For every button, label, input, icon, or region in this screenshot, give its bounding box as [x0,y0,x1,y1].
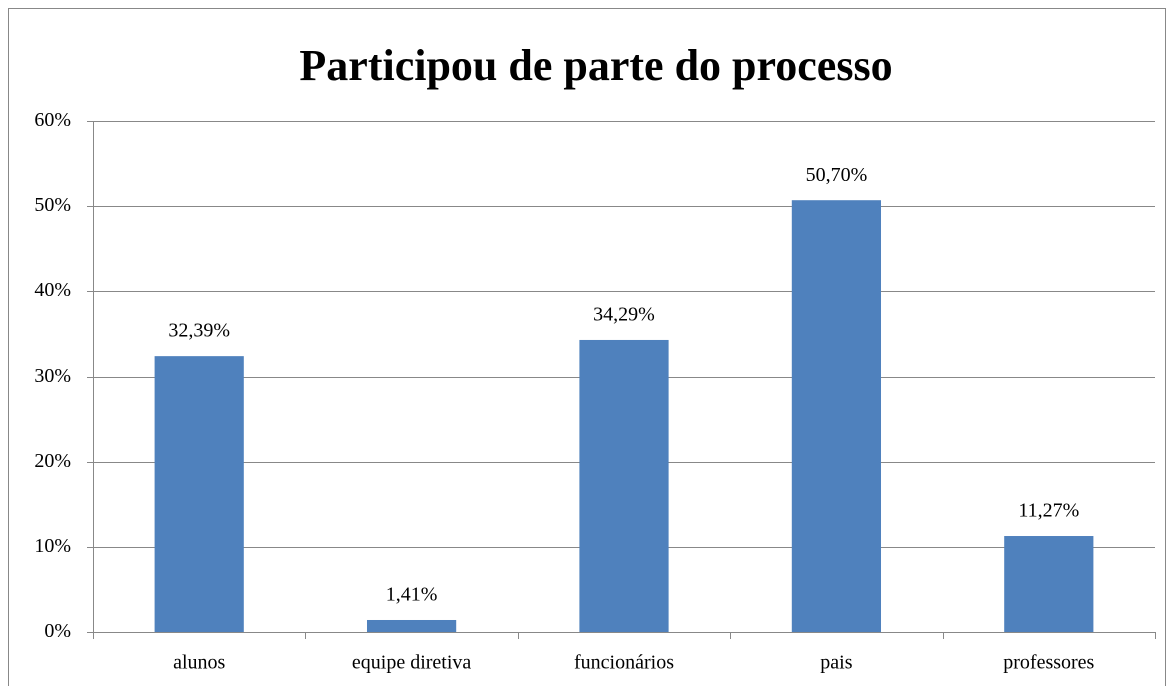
x-tick-label: funcionários [574,652,674,674]
y-tick-label: 50% [34,194,71,216]
y-tick-label: 30% [34,365,71,387]
bar [366,619,457,632]
y-tick-label: 0% [44,620,71,642]
bar [579,339,669,632]
bar [791,200,882,632]
x-tick-label: pais [820,652,852,674]
value-label: 11,27% [1018,500,1079,522]
y-tick-label: 60% [34,109,71,131]
bar [154,356,244,632]
x-tick-label: professores [1003,652,1094,674]
value-label: 32,39% [168,320,230,342]
y-tick-label: 20% [34,450,71,472]
x-tick-label: alunos [173,652,225,674]
bar [1004,536,1094,632]
value-label: 50,70% [806,164,868,186]
chart-title: Participou de parte do processo [299,41,892,90]
y-tick-label: 40% [34,279,71,301]
y-tick-label: 10% [34,535,71,557]
value-label: 34,29% [593,304,655,326]
value-label: 1,41% [386,584,438,606]
x-tick-label: equipe diretiva [352,652,472,674]
